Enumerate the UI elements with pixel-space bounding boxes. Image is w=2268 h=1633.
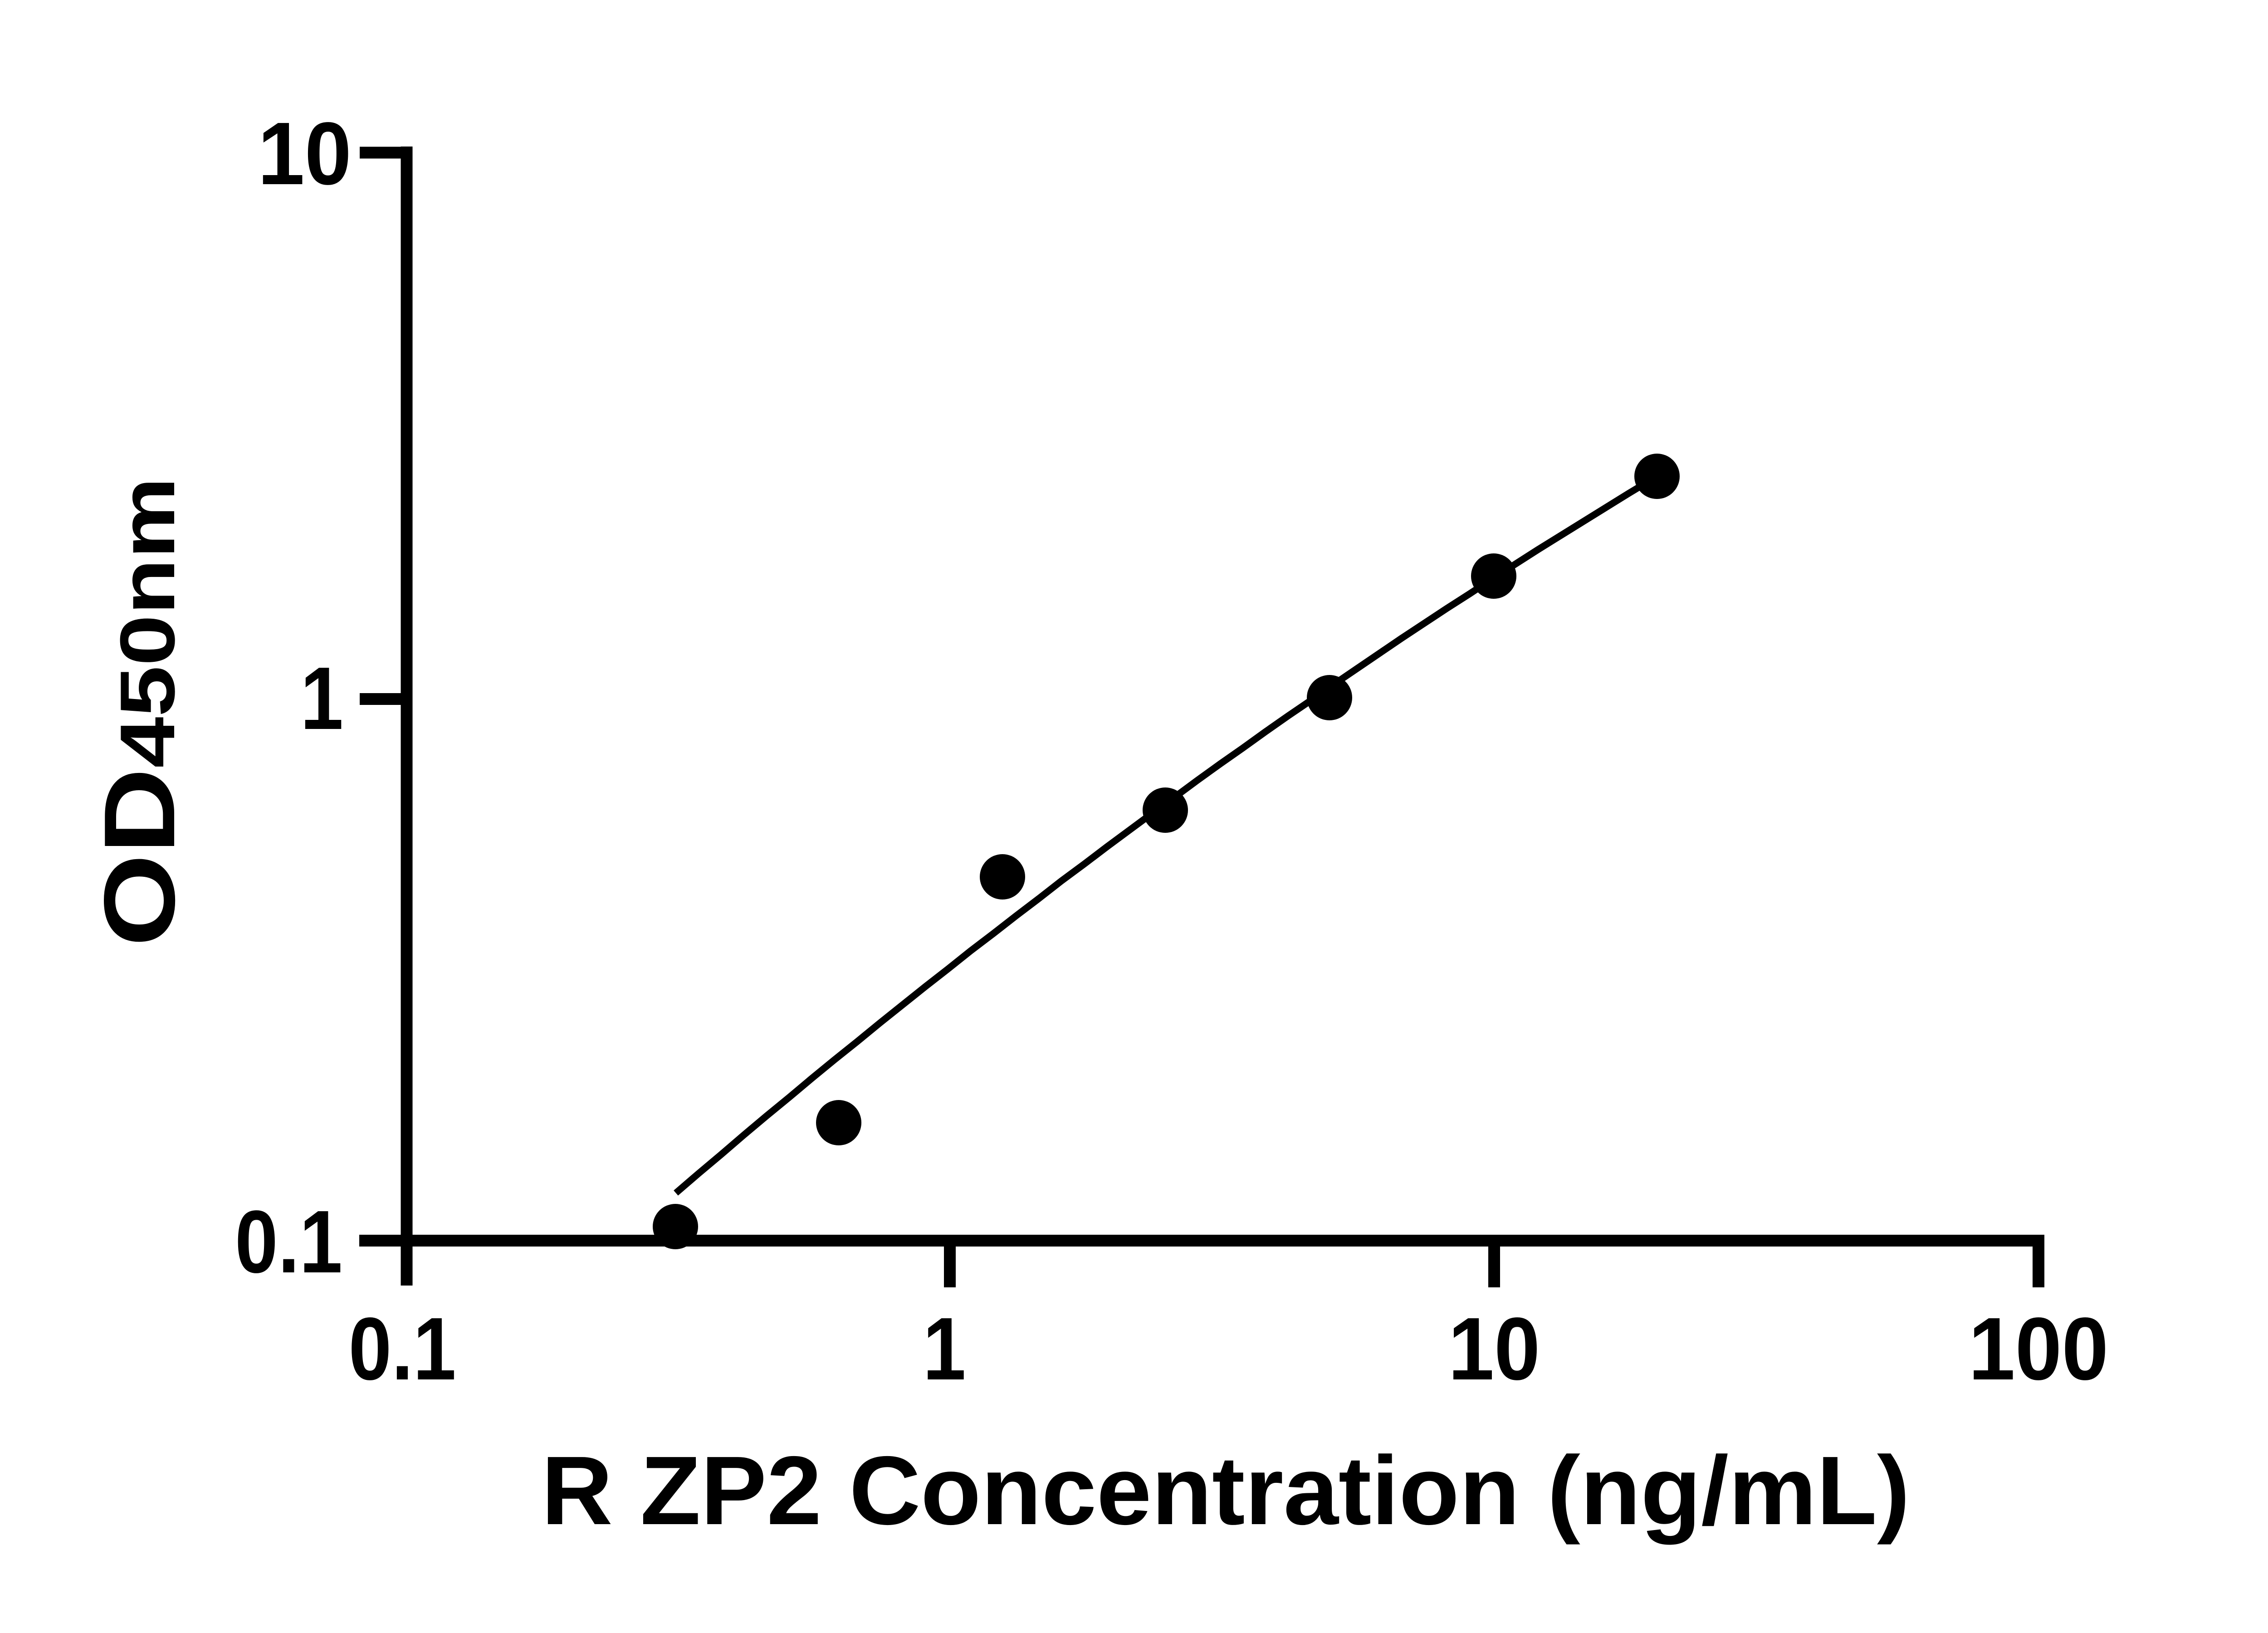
svg-text:1: 1: [923, 1299, 966, 1398]
svg-text:R ZP2 Concentration (ng/mL): R ZP2 Concentration (ng/mL): [541, 1436, 1910, 1545]
svg-text:1: 1: [300, 649, 343, 748]
svg-text:100: 100: [1969, 1299, 2109, 1398]
svg-text:0.1: 0.1: [235, 1192, 342, 1291]
svg-text:10: 10: [1448, 1300, 1540, 1399]
svg-text:0.1: 0.1: [348, 1299, 456, 1398]
svg-text:10: 10: [258, 104, 352, 203]
